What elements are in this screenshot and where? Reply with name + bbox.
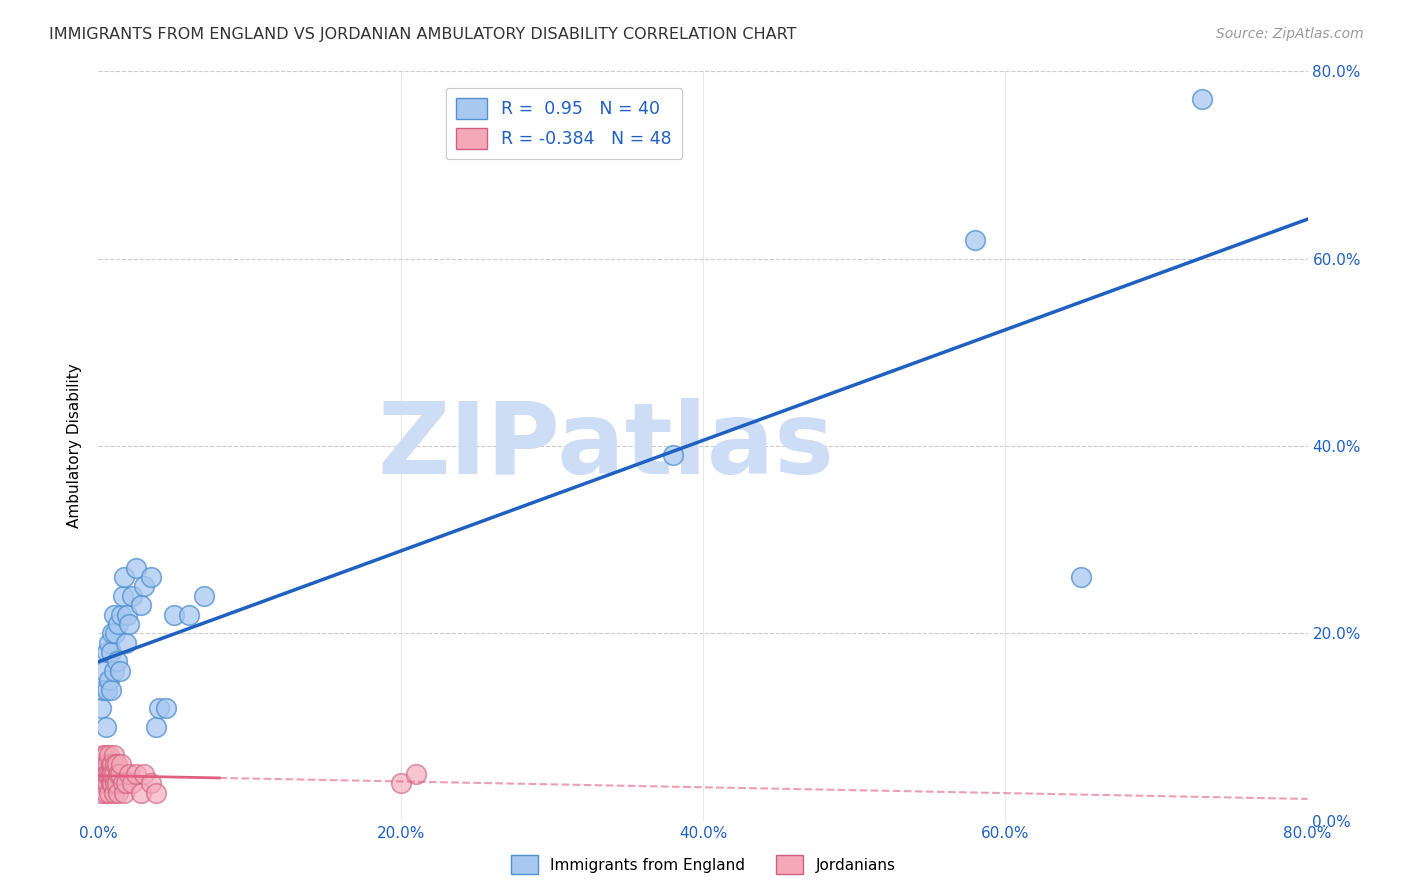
Point <box>105 757 128 772</box>
Point <box>94 767 117 781</box>
Point <box>145 720 167 734</box>
Point <box>1191 93 1213 107</box>
Point <box>100 682 122 697</box>
Point <box>91 682 114 697</box>
Point <box>110 607 132 622</box>
Point <box>105 655 128 669</box>
Point <box>125 561 148 575</box>
Point <box>96 757 118 772</box>
Point <box>94 747 117 762</box>
Point <box>90 701 112 715</box>
Point <box>193 589 215 603</box>
Point <box>91 757 114 772</box>
Point <box>104 757 127 772</box>
Point <box>129 599 152 613</box>
Point <box>100 776 122 790</box>
Point <box>98 673 121 688</box>
Point <box>118 617 141 632</box>
Point <box>91 747 114 762</box>
Point <box>103 786 125 800</box>
Point <box>108 664 131 678</box>
Point <box>91 776 114 790</box>
Point <box>148 701 170 715</box>
Point <box>145 786 167 800</box>
Point <box>112 786 135 800</box>
Point <box>96 767 118 781</box>
Point <box>103 607 125 622</box>
Point <box>93 757 115 772</box>
Point <box>89 757 111 772</box>
Point <box>104 626 127 640</box>
Legend: Immigrants from England, Jordanians: Immigrants from England, Jordanians <box>505 849 901 880</box>
Point <box>96 645 118 659</box>
Point <box>111 776 134 790</box>
Point <box>90 786 112 800</box>
Point <box>93 776 115 790</box>
Point <box>179 607 201 622</box>
Point <box>141 776 163 790</box>
Point <box>121 589 143 603</box>
Point <box>100 645 122 659</box>
Point <box>96 776 118 790</box>
Point <box>114 635 136 649</box>
Point <box>100 757 122 772</box>
Point <box>405 767 427 781</box>
Text: Source: ZipAtlas.com: Source: ZipAtlas.com <box>1216 27 1364 41</box>
Point <box>115 607 138 622</box>
Point <box>1070 570 1092 584</box>
Text: ZIPatlas: ZIPatlas <box>378 398 835 494</box>
Point <box>98 786 121 800</box>
Point <box>155 701 177 715</box>
Point <box>89 757 111 772</box>
Point <box>98 747 121 762</box>
Point <box>93 664 115 678</box>
Point <box>107 786 129 800</box>
Point <box>94 720 117 734</box>
Point <box>93 767 115 781</box>
Point <box>98 767 121 781</box>
Text: IMMIGRANTS FROM ENGLAND VS JORDANIAN AMBULATORY DISABILITY CORRELATION CHART: IMMIGRANTS FROM ENGLAND VS JORDANIAN AMB… <box>49 27 797 42</box>
Point <box>101 626 124 640</box>
Point <box>103 664 125 678</box>
Point <box>90 767 112 781</box>
Point <box>110 757 132 772</box>
Point <box>112 570 135 584</box>
Point <box>118 767 141 781</box>
Point <box>163 607 186 622</box>
Point <box>101 776 124 790</box>
Point <box>103 747 125 762</box>
Point <box>132 580 155 594</box>
Point <box>105 776 128 790</box>
Point <box>107 767 129 781</box>
Point <box>101 757 124 772</box>
Point <box>129 786 152 800</box>
Point <box>98 635 121 649</box>
Legend: R =  0.95   N = 40, R = -0.384   N = 48: R = 0.95 N = 40, R = -0.384 N = 48 <box>446 87 682 160</box>
Point <box>141 570 163 584</box>
Point <box>965 233 987 247</box>
Point <box>104 776 127 790</box>
Point <box>132 767 155 781</box>
Point <box>661 449 683 463</box>
Point <box>101 767 124 781</box>
Point <box>125 767 148 781</box>
Point <box>94 767 117 781</box>
Point <box>94 786 117 800</box>
Point <box>96 682 118 697</box>
Point <box>107 617 129 632</box>
Point <box>89 776 111 790</box>
Point <box>108 767 131 781</box>
Point <box>111 589 134 603</box>
Point <box>103 767 125 781</box>
Point <box>100 767 122 781</box>
Point <box>389 776 412 790</box>
Y-axis label: Ambulatory Disability: Ambulatory Disability <box>67 364 83 528</box>
Point <box>114 776 136 790</box>
Point <box>121 776 143 790</box>
